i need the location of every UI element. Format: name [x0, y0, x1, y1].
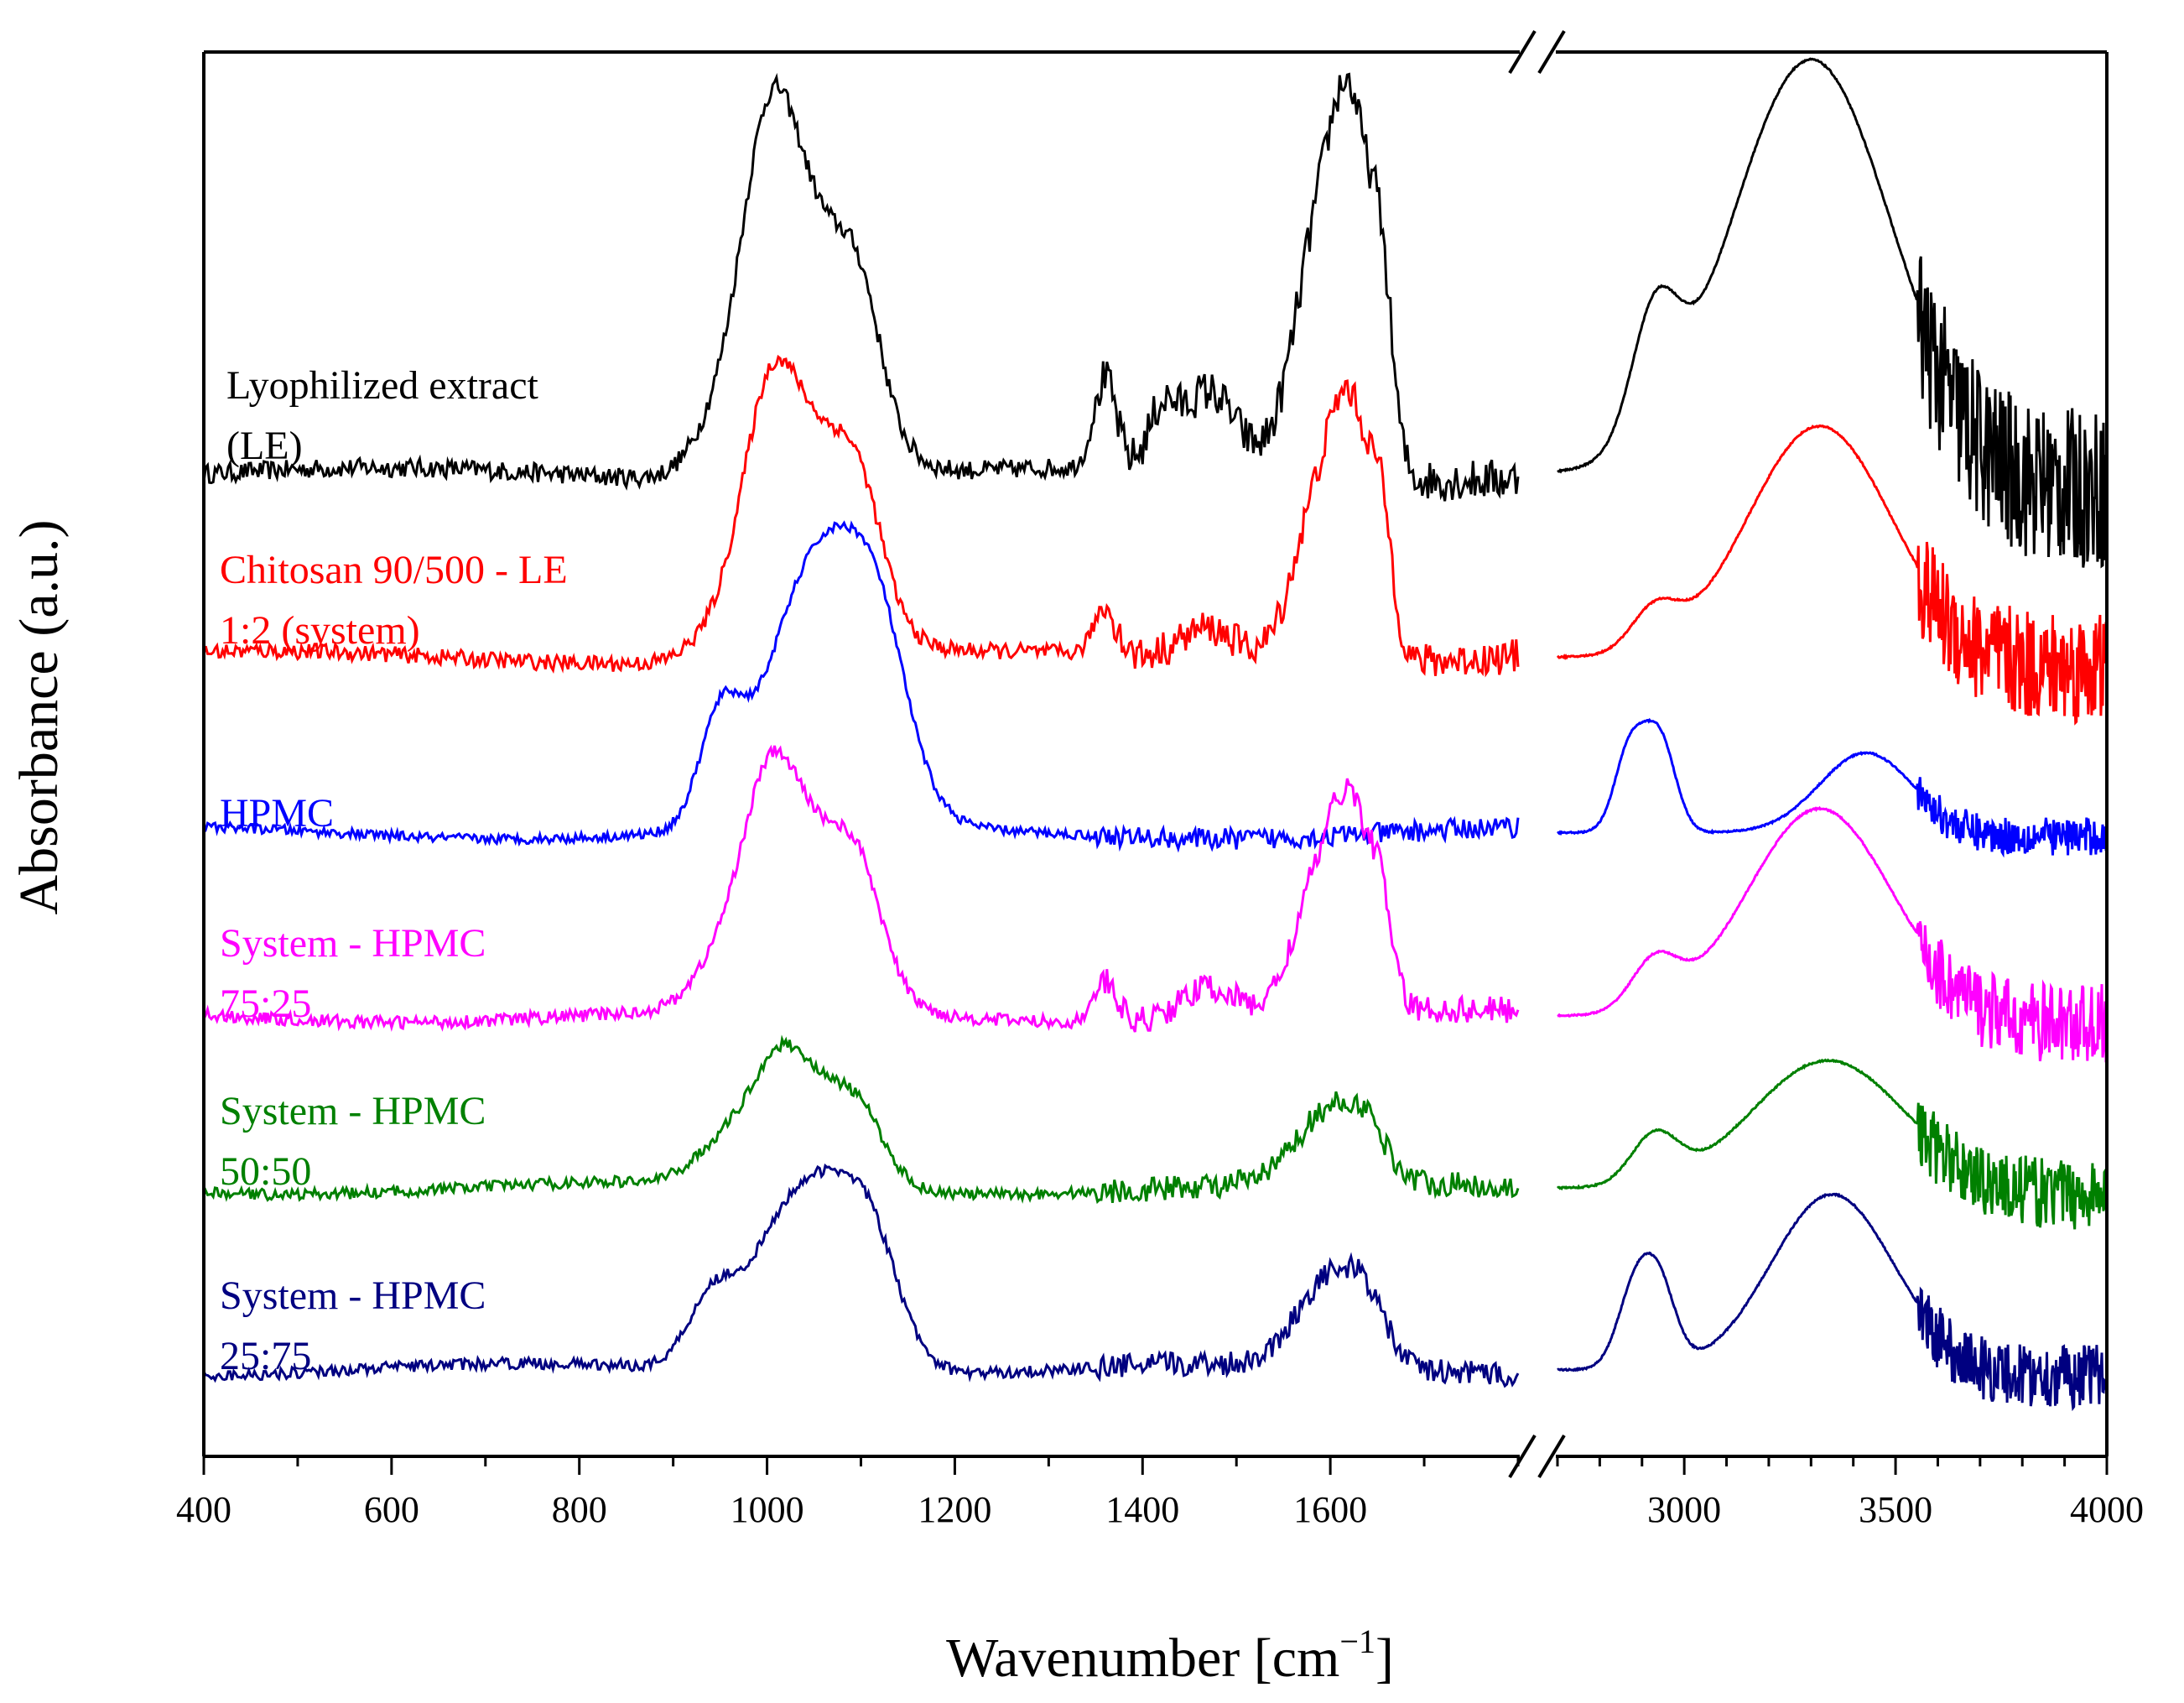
- series-line-6-low: [202, 1163, 1520, 1388]
- series-line-6-high: [1557, 1192, 2109, 1412]
- series-line-4-high: [1557, 805, 2109, 1063]
- series-label-1: Lyophilized extract: [226, 363, 539, 408]
- series-label-5-line2: 50:50: [220, 1149, 311, 1194]
- series-line-1-low: [202, 72, 1520, 502]
- x-tick-label-3000: 3000: [1647, 1489, 1721, 1530]
- series-label-2-line2: 1:2 (system): [220, 608, 420, 653]
- x-axis-title: Wavenumber [cm−1]: [946, 1622, 1394, 1689]
- x-axis-ticks: 400 600 800 1000 1200 1400 1600 3000 3500 4000: [176, 1456, 2144, 1530]
- series-line-4-low: [202, 744, 1520, 1033]
- x-tick-label-1200: 1200: [918, 1489, 991, 1530]
- series-label-6-line2: 25:75: [220, 1334, 311, 1378]
- x-axis-title-main: Wavenumber [cm: [946, 1627, 1339, 1689]
- series-line-5-low: [202, 1034, 1520, 1205]
- x-tick-label-1000: 1000: [731, 1489, 804, 1530]
- series-label-6: System - HPMC: [220, 1273, 486, 1318]
- series-label-3: HPMC: [220, 791, 334, 836]
- series-label-5: System - HPMC: [220, 1089, 486, 1133]
- series-line-1-high: [1557, 57, 2109, 569]
- series-label-1-line2: (LE): [226, 424, 303, 468]
- axis-break-mark-0a: [1508, 29, 1537, 75]
- x-tick-label-1600: 1600: [1293, 1489, 1367, 1530]
- series-label-4: System - HPMC: [220, 921, 486, 966]
- series-line-5-high: [1556, 1058, 2109, 1230]
- series-labels: Lyophilized extract (LE) Chitosan 90/500 -…: [220, 363, 568, 1378]
- series-line-2-low: [202, 354, 1520, 678]
- x-tick-label-400: 400: [176, 1489, 231, 1530]
- axis-break-mark-1b: [1537, 1434, 1566, 1479]
- x-tick-label-4000: 4000: [2070, 1489, 2144, 1530]
- x-tick-label-1400: 1400: [1105, 1489, 1179, 1530]
- axis-break-mark-0b: [1537, 29, 1566, 75]
- x-tick-label-800: 800: [552, 1489, 607, 1530]
- x-tick-label-600: 600: [364, 1489, 419, 1530]
- axis-break-mark-1a: [1508, 1434, 1537, 1479]
- series-line-3-high: [1557, 717, 2109, 858]
- x-axis-title-sup: −1: [1339, 1622, 1375, 1660]
- series-label-4-line2: 75:25: [220, 982, 311, 1026]
- x-tick-label-3500: 3500: [1859, 1489, 1932, 1530]
- y-axis-title: Absorbance (a.u.): [8, 520, 70, 915]
- series-label-2: Chitosan 90/500 - LE: [220, 548, 568, 592]
- x-axis-title-close: ]: [1375, 1627, 1394, 1689]
- plot-frame: [202, 29, 2109, 1479]
- series-line-2-high: [1556, 424, 2109, 726]
- series-group: [202, 57, 2109, 1412]
- series-line-3-low: [202, 520, 1520, 853]
